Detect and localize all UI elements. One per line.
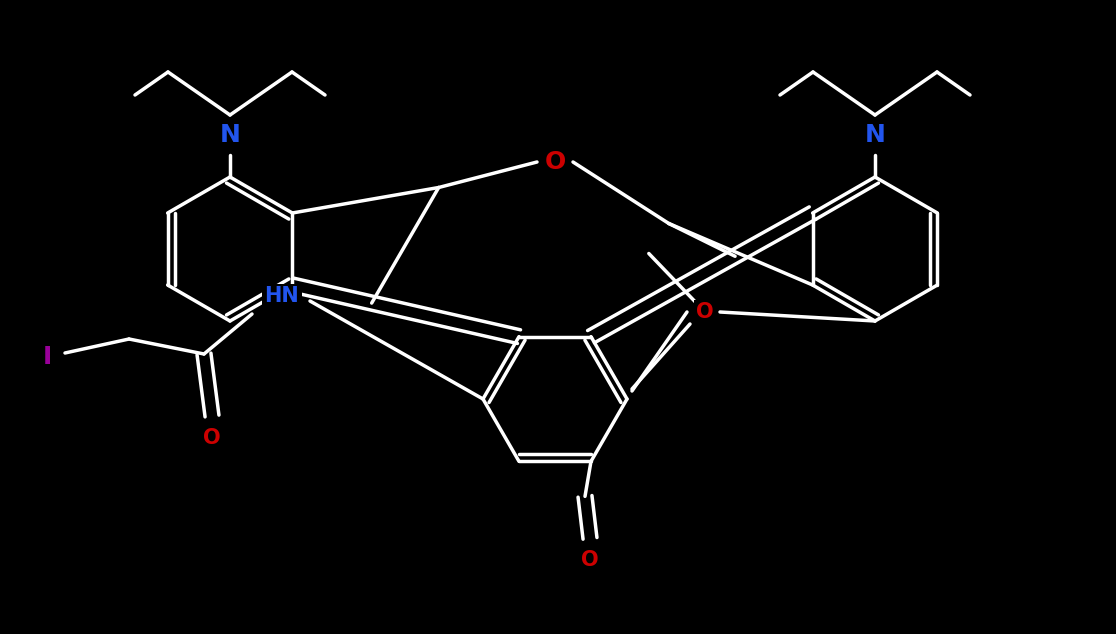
Text: N: N: [865, 123, 885, 147]
Text: N: N: [220, 123, 240, 147]
Text: O: O: [581, 550, 599, 571]
Text: HN: HN: [264, 286, 299, 306]
Text: O: O: [545, 150, 566, 174]
Text: O: O: [203, 428, 221, 448]
Text: I: I: [42, 345, 51, 369]
Text: O: O: [696, 302, 714, 322]
